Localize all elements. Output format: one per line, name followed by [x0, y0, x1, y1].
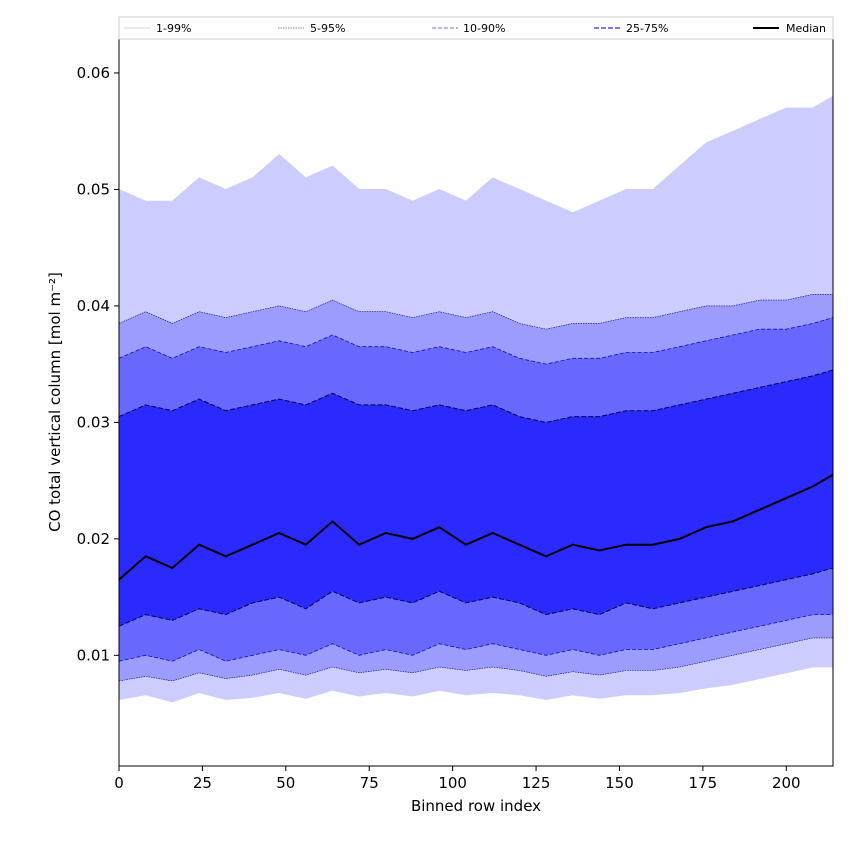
y-tick-label: 0.06	[77, 64, 110, 82]
median-line	[118, 473, 834, 581]
legend-label-10-90: 10-90%	[463, 22, 505, 35]
x-tick-label: 150	[605, 774, 634, 792]
legend-frame	[118, 16, 834, 40]
legend-label-25-75: 25-75%	[626, 22, 668, 35]
x-tick-label: 125	[522, 774, 551, 792]
band-1-99-lower-line	[118, 666, 833, 703]
y-axis: 0.01 0.02 0.03 0.04 0.05 0.06	[77, 64, 119, 664]
x-tick-label: 0	[114, 774, 124, 792]
y-axis-label: CO total vertical column [mol m⁻²]	[46, 272, 64, 532]
legend-label-1-99: 1-99%	[156, 22, 191, 35]
band-10-90-upper-line	[118, 317, 834, 365]
y-tick-label: 0.02	[77, 530, 110, 548]
y-tick-label: 0.01	[77, 646, 110, 664]
x-axis: 0 25 50 75 100 125 150 175 200	[114, 766, 801, 792]
x-tick-label: 100	[438, 774, 467, 792]
band-5-95-upper-line	[118, 293, 833, 330]
x-tick-label: 175	[689, 774, 718, 792]
legend: 1-99% 5-95% 10-90% 25-75% Median	[118, 16, 834, 40]
y-tick-label: 0.05	[77, 180, 110, 198]
legend-label-median: Median	[786, 22, 826, 35]
x-tick-label: 50	[276, 774, 295, 792]
x-tick-label: 75	[360, 774, 379, 792]
legend-label-5-95: 5-95%	[310, 22, 345, 35]
x-tick-label: 200	[772, 774, 801, 792]
band-25-75-lower-line	[118, 567, 834, 627]
x-tick-label: 25	[193, 774, 212, 792]
band-25-75	[119, 370, 833, 627]
band-25-75-upper-line	[118, 369, 834, 423]
band-5-95-lower-line	[118, 637, 833, 682]
band-10-90-lower-line	[118, 614, 833, 662]
band-1-99-upper-line	[118, 95, 834, 214]
percentile-bands	[119, 96, 833, 702]
percentile-lines	[118, 95, 834, 703]
x-axis-label: Binned row index	[411, 797, 541, 815]
y-tick-label: 0.03	[77, 413, 110, 431]
y-tick-label: 0.04	[77, 297, 110, 315]
